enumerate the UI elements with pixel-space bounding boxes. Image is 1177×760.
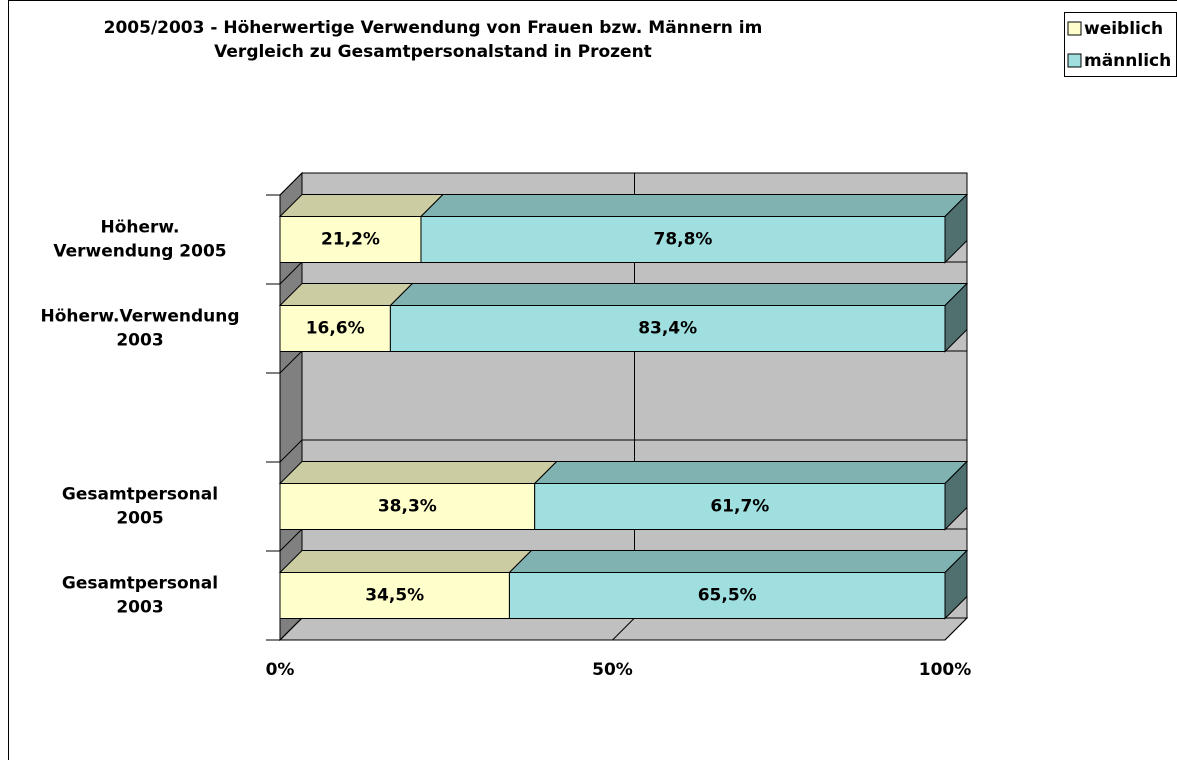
y-tick-label: Gesamtpersonal 2003 [62,574,218,618]
bar-top [389,283,969,306]
legend-label: weiblich [1084,19,1163,39]
side-line [279,172,303,196]
y-tick-label: Höherw. Verwendung 2005 [53,218,226,262]
bar-top [278,461,558,484]
value-label: 16,6% [306,319,365,339]
bar-side [944,282,968,353]
bar-side [944,193,968,264]
value-label: 21,2% [321,230,380,250]
value-label: 65,5% [698,586,757,606]
value-label: 34,5% [365,586,424,606]
bar [279,216,422,263]
chart-title: 2005/2003 - Höherwertige Verwendung von … [103,18,763,62]
bar [534,483,946,530]
grid-line [279,617,303,641]
side-line [279,261,303,285]
bar [279,483,536,530]
grid-line [612,617,635,641]
side-line [279,439,303,463]
side-line [279,528,303,552]
bar-top [278,550,533,573]
bar-side [944,549,968,620]
value-label: 78,8% [653,230,712,250]
value-label: 38,3% [378,497,437,517]
value-label: 83,4% [638,319,697,339]
bar [279,572,510,619]
x-tick-label: 0% [266,660,295,680]
grid-line [944,617,968,641]
y-tick-label: Gesamtpersonal 2005 [62,485,218,529]
side-line [279,350,303,374]
legend-box [1064,12,1177,77]
y-tick-label: Höherw.Verwendung 2003 [40,307,239,351]
bar [420,216,946,263]
bar [279,305,391,352]
value-label: 61,7% [710,497,769,517]
bar-top [419,194,969,217]
bar-top [508,550,969,573]
x-tick-label: 50% [592,660,633,680]
bar-top [278,194,445,217]
bar [508,572,946,619]
legend-swatch [1067,53,1082,68]
bar-top [278,283,414,306]
legend-swatch [1067,21,1082,36]
bar-side [944,460,968,531]
x-tick-label: 100% [919,660,972,680]
bar-top [533,461,969,484]
bar [389,305,946,352]
legend-label: männlich [1084,51,1171,71]
